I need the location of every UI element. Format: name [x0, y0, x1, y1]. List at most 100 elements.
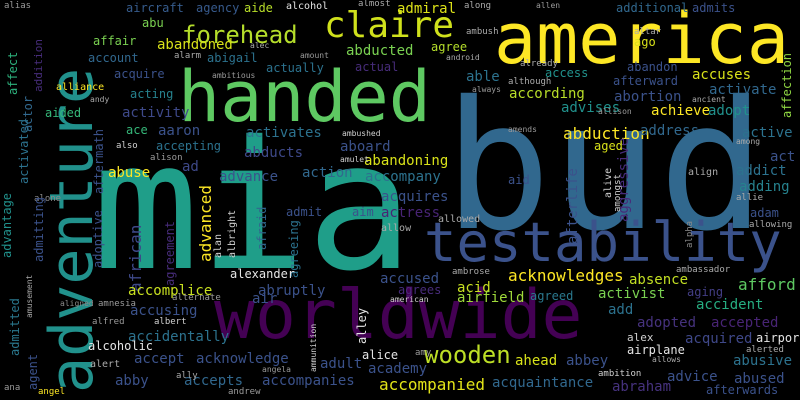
word-allison: allison: [598, 107, 632, 116]
word-ambushed: ambushed: [342, 129, 381, 138]
word-aligned: aligned: [60, 299, 94, 308]
word-allowed: allowed: [438, 214, 481, 225]
word-activates: activates: [246, 125, 322, 141]
word-forehead: forehead: [182, 21, 298, 49]
word-alcoholic: alcoholic: [88, 339, 154, 353]
word-ambassador: ambassador: [676, 265, 731, 275]
word-abusive: abusive: [733, 353, 793, 369]
word-admitted: admitted: [8, 298, 22, 356]
word-alliance: alliance: [56, 82, 105, 93]
word-abortion: abortion: [614, 89, 682, 105]
word-ambrose: ambrose: [452, 267, 490, 277]
word-alice: alice: [362, 348, 399, 362]
word-abby: abby: [115, 373, 149, 389]
word-amongst: amongst: [613, 174, 623, 212]
word-abbey: abbey: [566, 353, 609, 369]
word-bud: bud: [444, 63, 766, 270]
word-amulet: amulet: [340, 155, 369, 164]
word-airport: airport: [756, 331, 800, 345]
word-aged: aged: [594, 139, 623, 153]
word-abduction: abduction: [563, 124, 650, 143]
word-among: among: [736, 137, 761, 146]
word-ally: ally: [176, 371, 198, 381]
word-ambition: ambition: [598, 369, 642, 379]
word-agree: agree: [431, 40, 468, 54]
word-address: address: [640, 123, 700, 139]
word-aftermath: aftermath: [92, 128, 106, 194]
word-add: add: [608, 302, 634, 318]
word-abducts: abducts: [244, 145, 304, 161]
word-actual: actual: [355, 60, 399, 74]
word-admits: admits: [692, 1, 736, 15]
word-american: american: [390, 295, 429, 304]
word-allen: allen: [536, 1, 561, 10]
word-alcohol: alcohol: [286, 1, 329, 12]
word-alfred: alfred: [92, 317, 125, 327]
word-ambush: ambush: [466, 27, 499, 37]
word-advance: advance: [219, 169, 279, 185]
word-alley: alley: [355, 307, 369, 344]
word-amy: amy: [415, 348, 432, 358]
word-alternate: alternate: [172, 293, 221, 303]
word-alert: alert: [90, 359, 121, 370]
word-ahead: ahead: [515, 353, 558, 369]
word-claire: claire: [324, 5, 455, 46]
word-ad: ad: [182, 159, 199, 175]
word-amount: amount: [300, 51, 329, 60]
word-accompanied: accompanied: [379, 375, 485, 394]
word-abruptly: abruptly: [258, 283, 326, 299]
word-amusement: amusement: [25, 274, 34, 318]
word-adopt: adopt: [708, 103, 751, 119]
word-wooden: wooden: [424, 341, 511, 369]
word-accepts: accepts: [184, 373, 244, 389]
word-afterward: afterward: [613, 74, 679, 88]
word-afterwards: afterwards: [706, 383, 779, 397]
word-advice: advice: [667, 369, 718, 385]
word-abu: abu: [142, 16, 164, 30]
word-aide: aide: [244, 1, 273, 15]
word-ace: ace: [126, 123, 148, 137]
word-alan: alan: [213, 233, 224, 258]
word-america: america: [494, 0, 790, 80]
word-angel: angel: [38, 387, 66, 397]
word-accident: accident: [696, 297, 764, 313]
word-airplane: airplane: [627, 343, 685, 357]
word-activate: activate: [709, 82, 777, 98]
word-abigail: abigail: [207, 51, 258, 65]
word-accomplice: accomplice: [128, 283, 213, 299]
word-abraham: abraham: [612, 379, 672, 395]
word-african: african: [126, 224, 145, 292]
word-accepting: accepting: [156, 139, 222, 153]
word-acting: acting: [130, 87, 174, 101]
word-aging: aging: [687, 285, 724, 299]
word-ancient: ancient: [692, 95, 726, 104]
word-abuse: abuse: [108, 165, 151, 181]
word-actress: actress: [381, 205, 441, 221]
word-allie: allie: [736, 193, 764, 203]
word-admit: admit: [286, 205, 323, 219]
word-agency: agency: [196, 1, 240, 15]
word-handed: handed: [178, 56, 431, 138]
word-acquaintance: acquaintance: [492, 375, 594, 391]
word-alex: alex: [627, 331, 654, 344]
word-albright: albright: [227, 209, 238, 258]
word-ambitious: ambitious: [212, 71, 256, 80]
word-able: able: [466, 69, 500, 85]
word-along: along: [464, 1, 492, 11]
word-allow: allow: [381, 223, 412, 234]
word-worldwide: worldwide: [214, 276, 583, 355]
word-according: according: [509, 86, 585, 102]
word-accept: accept: [134, 351, 185, 367]
word-affair: affair: [93, 34, 137, 48]
word-abandoned: abandoned: [157, 37, 233, 53]
word-accompany: accompany: [365, 169, 441, 185]
word-alerted: alerted: [746, 345, 784, 355]
word-addition: addition: [32, 39, 45, 92]
word-mia: mia: [92, 103, 414, 310]
word-andrew: andrew: [228, 387, 261, 397]
word-afraid: afraid: [255, 206, 269, 250]
word-abandon: abandon: [627, 60, 678, 74]
word-account: account: [88, 51, 139, 65]
word-actually: actually: [266, 61, 324, 75]
